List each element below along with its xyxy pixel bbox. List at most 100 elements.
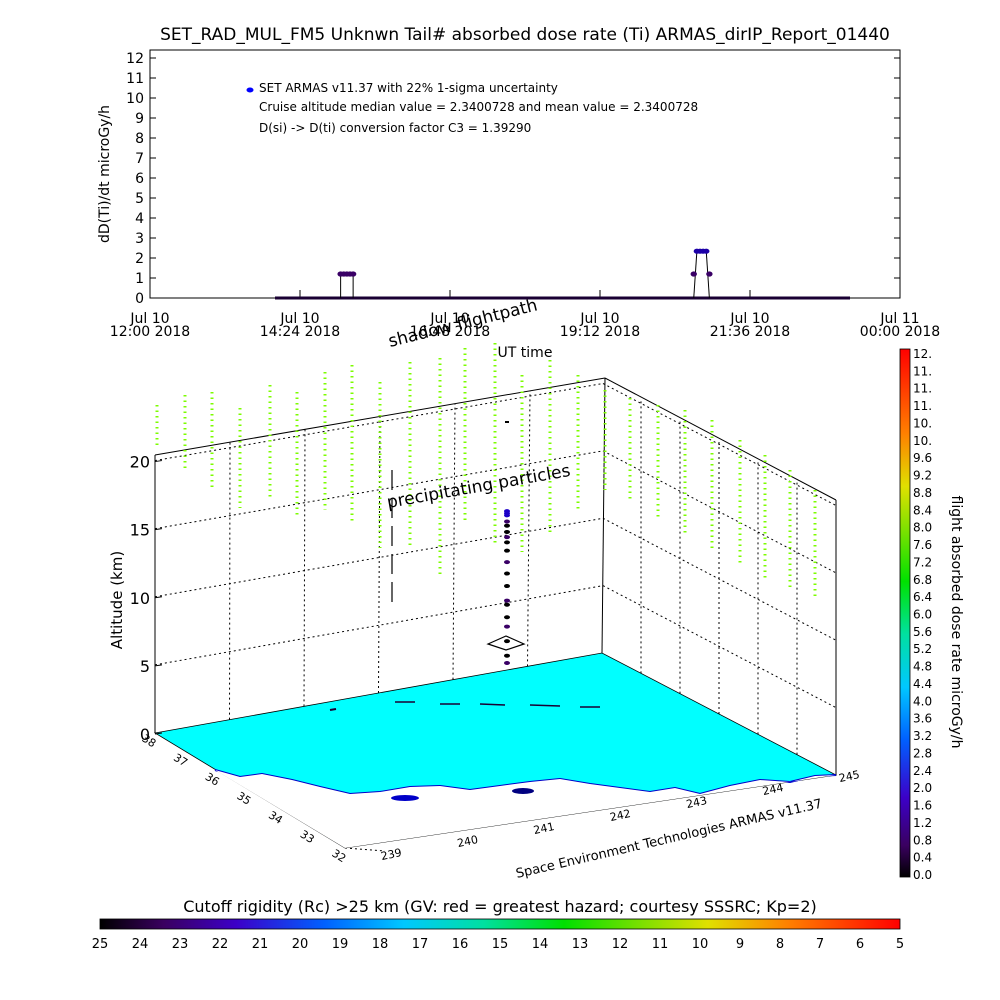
flight-marker [504,535,510,540]
lon-tick-label: 243 [685,794,708,811]
top-legend: SET ARMAS v11.37 with 22% 1-sigma uncert… [246,81,698,135]
right-colorbar-tick-label: 9.6 [913,451,932,465]
right-colorbar-tick-label: 0.4 [913,851,932,865]
land-area [215,770,836,848]
lon-tick-label: 244 [761,781,784,798]
top-x-tick-line1: Jul 11 [879,311,919,327]
top-y-tick-label: 11 [126,71,144,87]
z-tick-label: 20 [130,453,150,472]
z-gridline-side [602,383,837,506]
flight-marker [504,560,510,565]
right-colorbar-tick-label: 7.2 [913,555,932,569]
right-colorbar-tick-label: 2.0 [913,781,932,795]
right-colorbar-tick-label: 1.6 [913,799,932,813]
lat-tick-label: 33 [298,828,317,846]
right-colorbar-tick-label: 3.6 [913,712,932,726]
flight-diamond-marker [486,635,526,651]
back-wall-vertical-gridline [378,416,381,694]
flight-marker [504,615,510,620]
back-wall-vertical-gridline [527,390,531,667]
legend-line-3: D(si) -> D(ti) conversion factor C3 = 1.… [259,121,531,135]
lat-tick-label: 34 [266,808,285,826]
top-x-tick-line1: Jul 10 [279,311,319,327]
top-y-tick-label: 6 [135,171,144,187]
back-corner-edge [601,377,606,654]
right-colorbar-tick-label: 10. [913,416,932,430]
z-ticks: 0 5 10 15 20 [130,453,163,744]
coast-feature-2 [512,788,534,794]
top-x-tick-line1: Jul 10 [729,311,769,327]
flight-marker [504,624,510,629]
surface-dash-a [329,708,337,711]
right-colorbar-tick-label: 12. [913,347,932,361]
right-colorbar-gradient [899,348,911,878]
right-colorbar-tick-label: 4.0 [913,694,932,708]
z-gridline-side [602,517,837,641]
back-wall-vertical-gridline [303,429,306,707]
right-colorbar-tick-label: 11. [913,364,932,378]
z-tick [154,460,163,463]
z-gridline-back [154,585,604,666]
top-x-tick-line2: 00:00 2018 [860,324,940,340]
figure-title: SET_RAD_MUL_FM5 Unknwn Tail# absorbed do… [160,25,890,45]
lat-tick-label: 38 [139,732,158,750]
right-colorbar-ticks: 0.0 0.4 0.8 1.2 1.6 2.0 2.4 2.8 3.2 3.6 4.0 4.4 4.8 5… [913,347,932,882]
top-y-tick-label: 0 [135,291,144,307]
top-series [275,248,850,300]
latitude-ticks: 38 37 36 35 34 33 32 [139,732,348,865]
three-d-panel: shadow flightpath precipitating particle… [108,295,861,881]
z-tick [154,664,163,667]
bottom-colorbar-tick-label: 22 [212,937,229,952]
top-y-tick-label: 2 [135,251,144,267]
lon-tick-label: 242 [609,807,632,824]
z-tick-label: 5 [140,657,150,676]
data-point [706,271,713,277]
right-colorbar-tick-label: 8.0 [913,521,932,535]
flight-marker [504,639,510,644]
legend-marker [246,87,254,93]
bottom-colorbar-tick-label: 12 [612,937,629,952]
bottom-colorbar-tick-label: 23 [172,937,189,952]
flight-marker [504,548,510,553]
precipitating-particle-columns [155,343,817,602]
z-gridline-side [602,585,837,709]
lat-tick-label: 36 [203,770,222,788]
bottom-colorbar-tick-label: 9 [736,937,744,952]
lat-tick-label: 32 [329,847,348,865]
flight-marker [504,540,510,545]
top-x-tick-line2: 14:24 2018 [260,324,340,340]
right-colorbar-tick-label: 3.2 [913,729,932,743]
z-tick [154,732,163,735]
right-colorbar-tick-label: 10. [913,434,932,448]
top-y-axis-label: dD(Ti)/dt microGy/h [97,105,113,243]
longitude-ticks: 239 240 241 242 243 244 245 [380,768,861,863]
top-x-tick-line1: Jul 10 [579,311,619,327]
top-y-tick-label: 1 [135,271,144,287]
right-colorbar-tick-label: 11. [913,399,932,413]
bottom-colorbar-tick-label: 5 [896,937,904,952]
right-colorbar-label: flight absorbed dose rate microGy/h [948,496,964,749]
floor-gridline-lat [344,847,386,852]
top-x-tick-line2: 19:12 2018 [560,324,640,340]
right-colorbar-tick-label: 2.4 [913,764,932,778]
z-tick-label: 15 [130,521,150,540]
right-colorbar-tick-label: 0.8 [913,833,932,847]
bottom-colorbar-tick-label: 16 [452,937,469,952]
surface-dash-d [479,703,506,706]
z-gridline-back [154,450,604,530]
lat-tick-label: 37 [171,751,190,769]
z-tick-label: 0 [140,725,150,744]
flight-marker [504,602,510,607]
data-point [349,271,357,277]
right-colorbar-tick-label: 6.4 [913,590,932,604]
flight-marker [504,653,510,658]
bottom-colorbar-tick-label: 7 [816,937,824,952]
top-y-tick-label: 3 [135,231,144,247]
right-colorbar-tick-label: 5.6 [913,625,932,639]
back-wall-vertical-gridline [452,403,456,680]
right-colorbar-tick-label: 9.2 [913,469,932,483]
right-colorbar-tick-label: 4.4 [913,677,932,691]
right-colorbar: 0.0 0.4 0.8 1.2 1.6 2.0 2.4 2.8 3.2 3.6 4.0 4.4 4.8 5… [899,347,964,882]
